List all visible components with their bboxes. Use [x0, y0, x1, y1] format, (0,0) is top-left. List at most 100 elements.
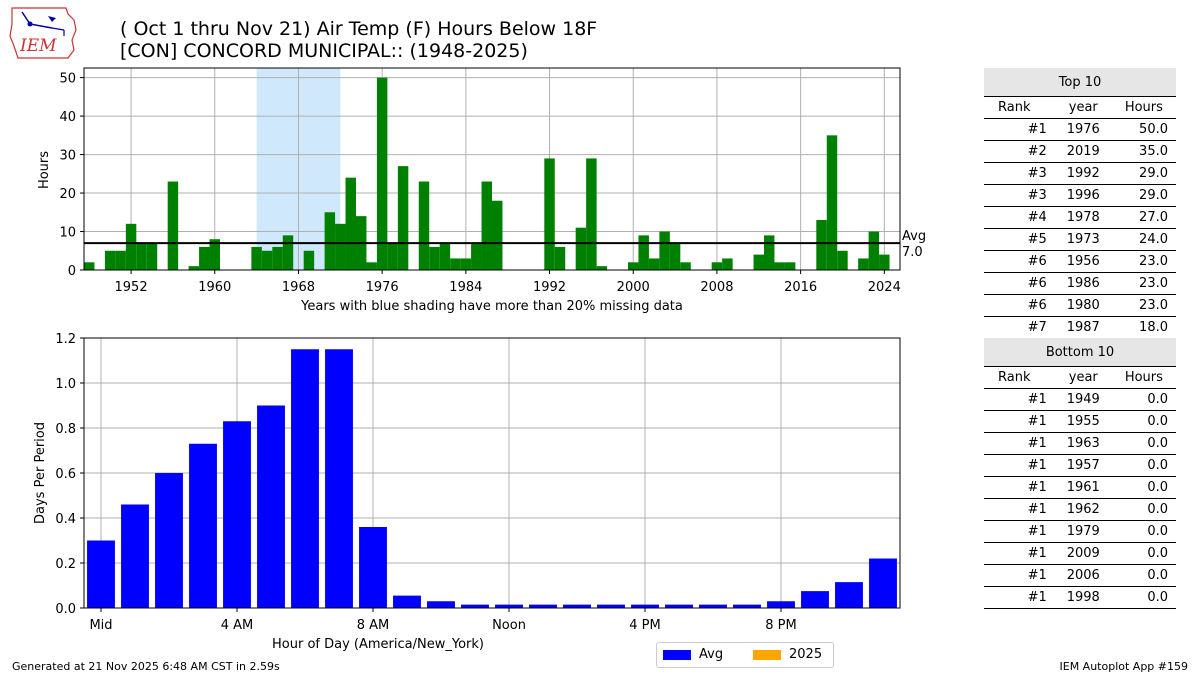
annual-bar [125, 223, 137, 270]
annual-bar [397, 166, 409, 270]
bottom10-year-cell: 1979 [1054, 520, 1112, 543]
hourly-avg-bar [359, 527, 387, 608]
annual-bars [84, 77, 890, 270]
top10-year-cell: 1986 [1054, 272, 1112, 295]
legend-item-2025: 2025 [753, 647, 822, 662]
annual-bar [816, 219, 827, 270]
top10-row: #6 1980 23.0 [984, 294, 1176, 317]
top10-hours-cell: 23.0 [1111, 294, 1176, 317]
legend-swatch-avg [663, 649, 691, 660]
bottom10-hours-cell: 0.0 [1111, 520, 1176, 543]
hourly-chart-axes: 0.0 0.2 0.4 0.6 0.8 1.0 1.2 Mid 4 AM 8 AM Noon 4 PM… [55, 332, 901, 633]
bottom10-row: #1 1998 0.0 [984, 586, 1176, 609]
annual-bar [104, 250, 116, 270]
bottom10-year-cell: 1961 [1054, 476, 1112, 499]
annual-bar [167, 181, 179, 270]
hourly-avg-bar [563, 604, 591, 608]
top10-row: #6 1956 23.0 [984, 250, 1176, 273]
annual-bar [586, 158, 597, 270]
annual-plot-frame [83, 67, 901, 271]
top10-rank-cell: #3 [984, 184, 1055, 207]
annual-bar [199, 246, 210, 270]
bottom10-row: #1 1955 0.0 [984, 410, 1176, 433]
bottom10-year-cell: 2006 [1054, 564, 1112, 587]
bottom10-rank-cell: #1 [984, 564, 1055, 587]
annual-bar [858, 258, 869, 270]
bottom10-rank-cell: #1 [984, 432, 1055, 455]
chart-title-line2: [CON] CONCORD MUNICIPAL:: (1948-2025) [120, 40, 528, 62]
annual-x-tick-label: 1960 [198, 280, 231, 295]
annual-bar [544, 158, 555, 270]
top10-rank-cell: #5 [984, 228, 1055, 251]
annual-bar [492, 200, 503, 270]
bottom10-hours-cell: 0.0 [1111, 564, 1176, 587]
top10-hours-cell: 24.0 [1111, 228, 1176, 251]
top10-table: Top 10 Rank year Hours #1 1976 50.0 #2 2019 3… [984, 68, 1176, 339]
hourly-avg-bar [257, 405, 285, 608]
annual-x-tick-label: 1984 [449, 280, 482, 295]
annual-bar [753, 254, 764, 270]
top10-rank-cell: #4 [984, 206, 1055, 229]
annual-bar [659, 231, 670, 270]
annual-bar [638, 235, 649, 270]
top10-header-row: Rank year Hours [984, 96, 1176, 119]
annual-bar [439, 243, 451, 270]
bottom10-rank-cell: #1 [984, 520, 1055, 543]
hourly-avg-bar [155, 473, 183, 608]
hourly-avg-bar [87, 540, 115, 608]
hourly-avg-bar [393, 595, 421, 608]
annual-bar [648, 258, 660, 270]
bottom10-row: #1 1962 0.0 [984, 498, 1176, 521]
annual-bar [879, 254, 890, 270]
legend-item-avg: Avg [663, 647, 723, 662]
top10-hours-cell: 27.0 [1111, 206, 1176, 229]
hourly-y-axis-label: Days Per Period [33, 422, 48, 524]
bottom10-hours-cell: 0.0 [1111, 476, 1176, 499]
hourly-avg-bar [869, 558, 897, 608]
annual-bar [209, 239, 220, 270]
annual-x-tick-label: 1968 [282, 280, 315, 295]
top10-rank-cell: #6 [984, 294, 1055, 317]
hourly-avg-bar [699, 604, 727, 608]
iem-logo: IEM [9, 7, 77, 59]
annual-bar [188, 266, 200, 270]
annual-bar [282, 235, 294, 270]
top10-hours-cell: 29.0 [1111, 162, 1176, 185]
annual-bar [324, 212, 336, 270]
hourly-avg-bar [767, 601, 795, 608]
top10-hours-cell: 50.0 [1111, 118, 1176, 141]
top10-year-cell: 1992 [1054, 162, 1112, 185]
average-value-label: 7.0 [902, 245, 923, 260]
hourly-avg-bar [801, 591, 829, 608]
top10-row: #5 1973 24.0 [984, 228, 1176, 251]
annual-y-tick-label: 20 [59, 187, 76, 202]
annual-bar [826, 135, 838, 270]
bottom10-hours-cell: 0.0 [1111, 586, 1176, 609]
top10-row: #3 1992 29.0 [984, 162, 1176, 185]
annual-bar [251, 246, 262, 270]
hourly-avg-bar [189, 443, 217, 608]
bottom10-rank-cell: #1 [984, 542, 1055, 565]
annual-bar [669, 243, 681, 270]
annual-x-axis-label: Years with blue shading have more than 2… [300, 299, 683, 314]
hourly-y-tick-label: 1.2 [55, 332, 76, 347]
hourly-x-tick-label: Mid [89, 618, 112, 633]
hourly-y-tick-label: 0.8 [55, 422, 76, 437]
annual-bar [429, 246, 440, 270]
hourly-avg-bar [529, 604, 557, 608]
top10-year-cell: 1987 [1054, 316, 1112, 339]
top10-hours-cell: 35.0 [1111, 140, 1176, 163]
bottom10-title: Bottom 10 [984, 338, 1176, 367]
top10-title: Top 10 [984, 68, 1176, 97]
annual-y-tick-label: 40 [59, 110, 76, 125]
bottom10-year-cell: 1962 [1054, 498, 1112, 521]
hourly-x-tick-label: 4 PM [629, 618, 660, 633]
annual-bar [146, 243, 158, 270]
annual-bar [837, 250, 848, 270]
annual-x-tick-label: 1976 [366, 280, 399, 295]
bottom10-year-header: year [1054, 366, 1112, 389]
bottom10-year-cell: 1949 [1054, 388, 1112, 411]
